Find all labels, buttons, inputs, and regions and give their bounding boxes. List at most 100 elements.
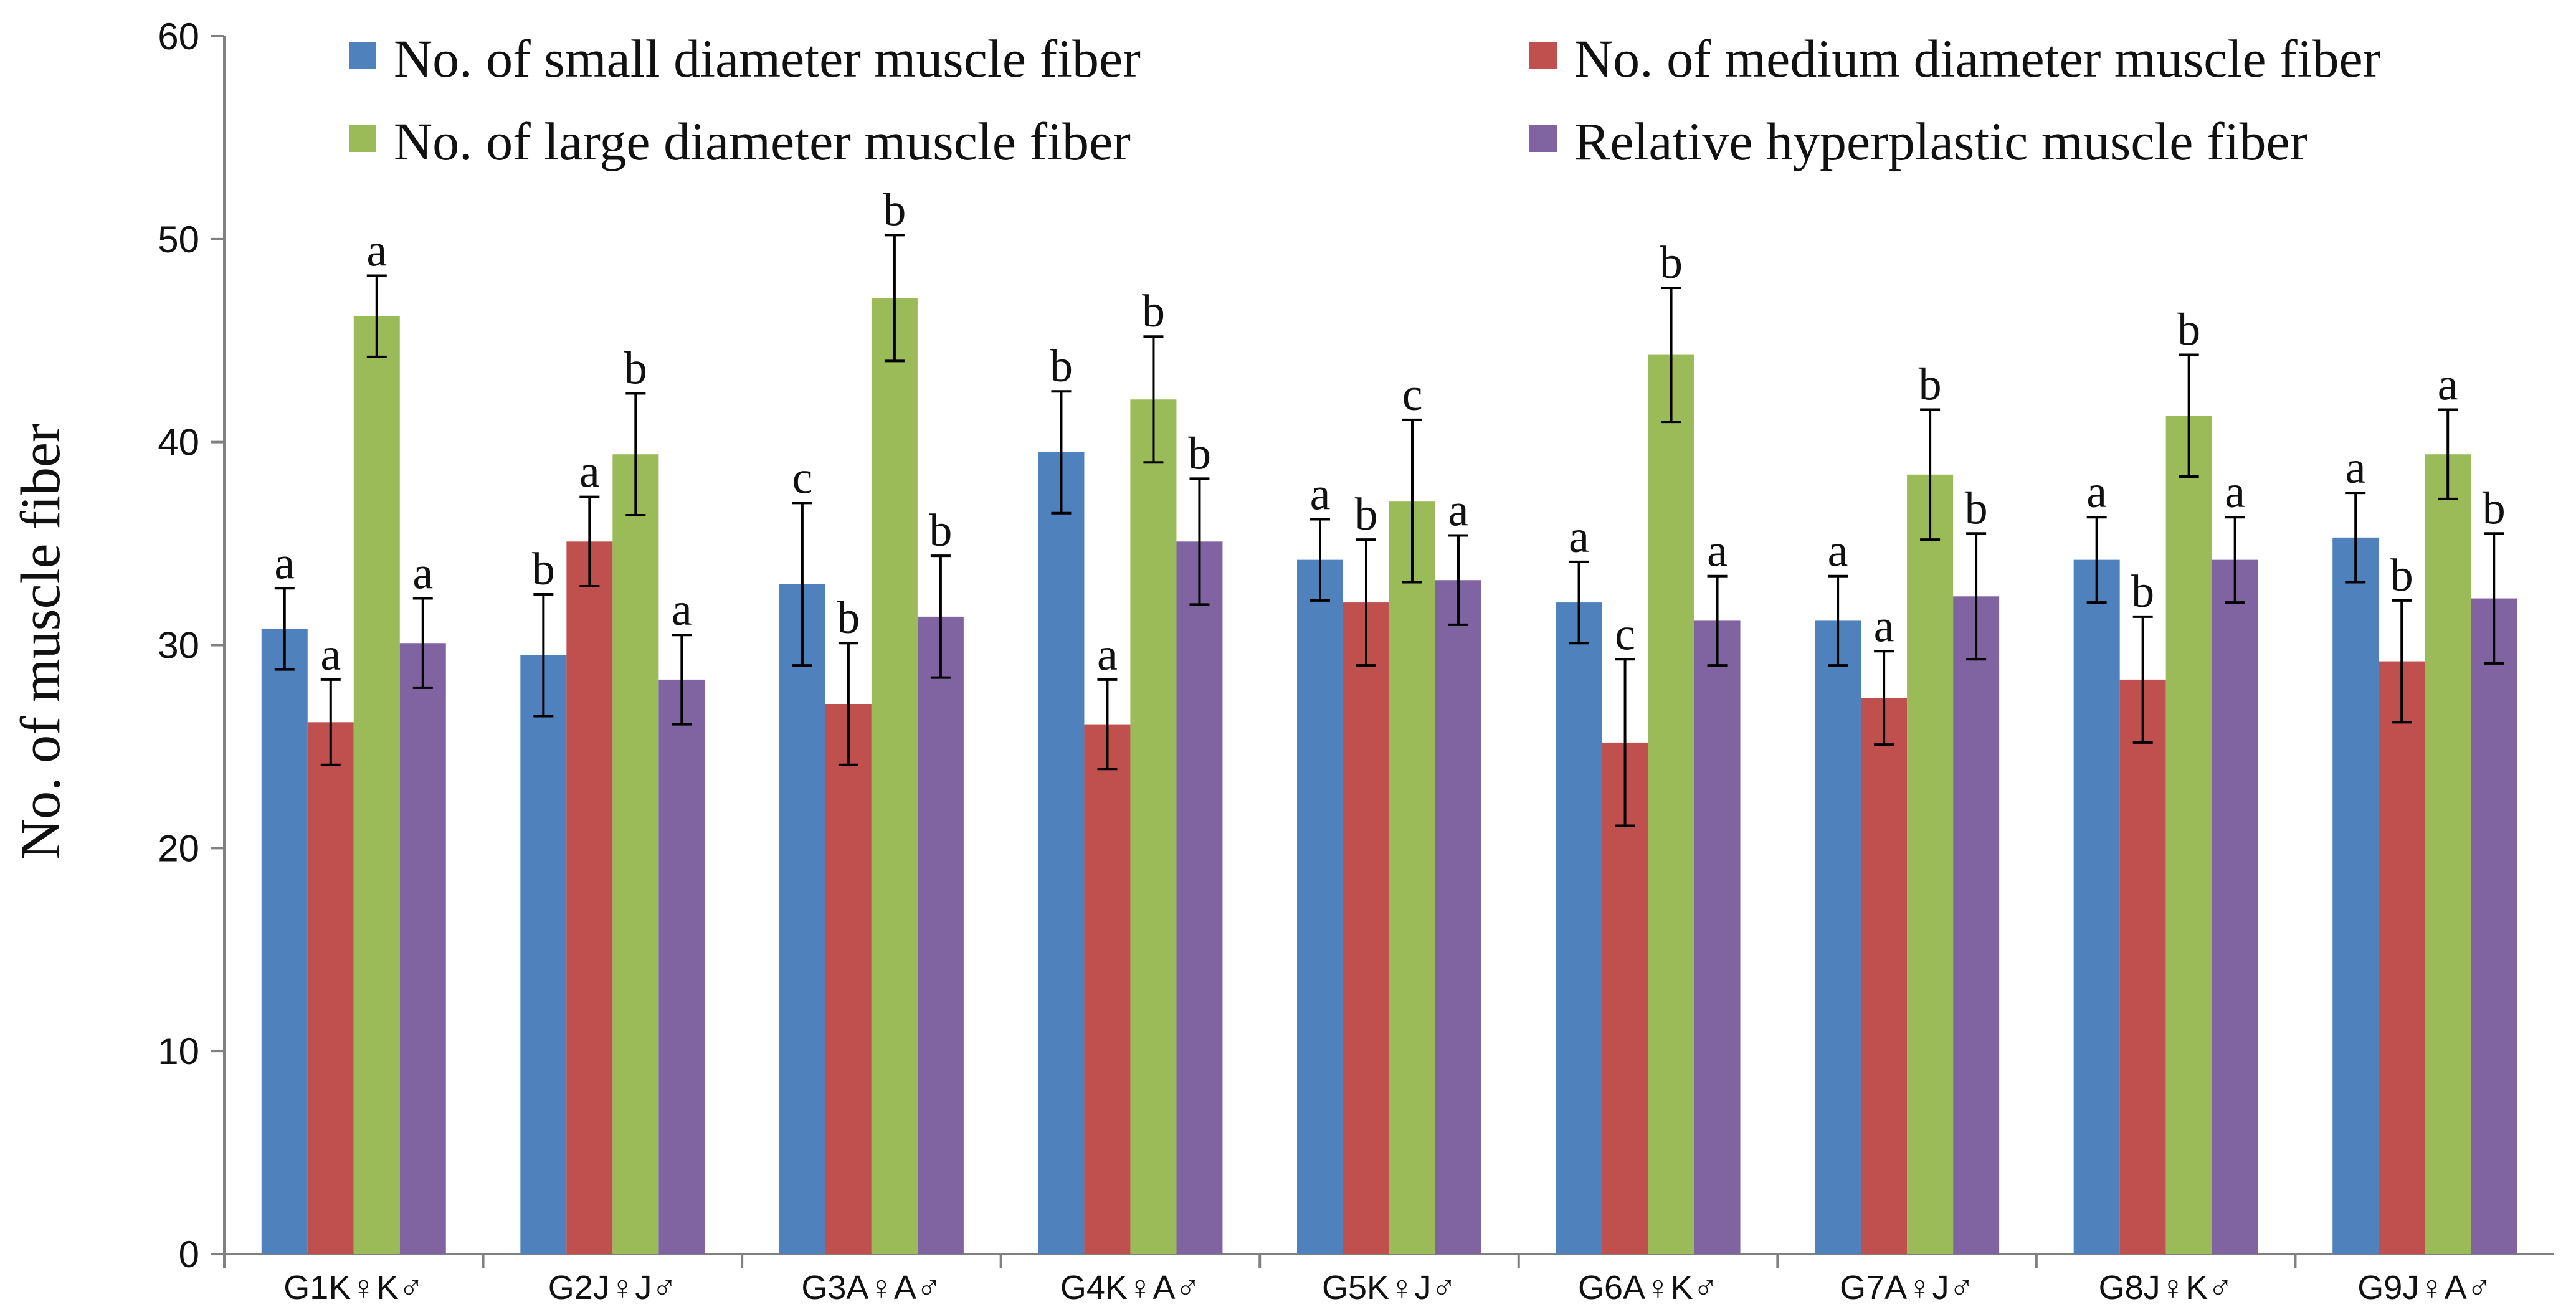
x-tick-label: G1K♀K♂ (283, 1269, 424, 1306)
significance-label: b (1965, 483, 1988, 534)
significance-label: b (2483, 483, 2506, 534)
significance-label: b (2390, 550, 2413, 601)
significance-label: b (883, 184, 906, 235)
y-tick-label: 50 (158, 219, 199, 260)
bar (1694, 620, 1741, 1254)
bar (2073, 559, 2120, 1254)
significance-label: a (1097, 629, 1118, 680)
significance-label: c (1402, 369, 1423, 421)
significance-label: a (366, 225, 387, 276)
significance-label: a (1707, 526, 1728, 577)
legend-swatch (1529, 125, 1557, 152)
x-tick-label: G6A♀K♂ (1578, 1269, 1718, 1306)
significance-label: a (1874, 601, 1894, 652)
y-tick-label: 10 (158, 1030, 199, 1072)
bar (1648, 354, 1694, 1254)
bar (1343, 602, 1389, 1255)
significance-label: b (1660, 237, 1683, 288)
significance-label: a (1828, 526, 1848, 577)
bar (825, 703, 872, 1254)
significance-label: b (1919, 359, 1942, 411)
bars (261, 298, 2517, 1255)
bar (2379, 661, 2425, 1254)
bar (2425, 454, 2471, 1254)
bar (658, 679, 705, 1254)
significance-label: a (2225, 467, 2245, 518)
bar (2332, 537, 2379, 1254)
bar (1907, 474, 1954, 1254)
bar (399, 643, 446, 1254)
significance-label: b (837, 592, 860, 644)
significance-label: a (1569, 511, 1589, 563)
bar (1297, 559, 1343, 1254)
bar (261, 629, 308, 1254)
significance-label: c (792, 452, 812, 503)
legend-label: No. of medium diameter muscle fiber (1574, 29, 2380, 88)
x-tick-label: G2J♀J♂ (548, 1269, 677, 1306)
significance-label: a (274, 538, 295, 589)
error-bars (274, 234, 2504, 827)
bar (1176, 541, 1223, 1255)
significance-label: b (624, 343, 647, 394)
x-tick-label: G8J♀K♂ (2099, 1269, 2233, 1306)
significance-label: a (1448, 485, 1469, 536)
significance-label: b (2131, 566, 2154, 617)
bar (307, 722, 354, 1254)
x-tick-label: G5K♀J♂ (1322, 1269, 1457, 1306)
y-tick-label: 20 (158, 827, 199, 869)
bar (566, 541, 613, 1255)
significance-label: b (1355, 489, 1378, 540)
significance-label: b (532, 544, 555, 595)
significance-label: b (1050, 341, 1073, 392)
bar (779, 584, 825, 1254)
y-tick-label: 40 (158, 422, 199, 463)
bar (1038, 452, 1085, 1255)
significance-label: b (2177, 305, 2200, 356)
x-tick-label: G7A♀J♂ (1840, 1269, 1974, 1306)
legend-swatch (349, 42, 376, 69)
significance-label: b (929, 505, 952, 556)
bar (2212, 559, 2258, 1254)
bar (1389, 501, 1435, 1254)
bar (1861, 698, 1908, 1254)
bar (1435, 580, 1481, 1254)
x-tick-label: G9J♀A♂ (2357, 1269, 2492, 1306)
x-tick-label: G3A♀A♂ (801, 1269, 941, 1306)
bar (1815, 620, 1861, 1254)
significance-label: a (1310, 468, 1331, 520)
significance-label: a (412, 548, 433, 599)
significance-label: a (2438, 359, 2458, 411)
bar (2165, 416, 2212, 1254)
legend: No. of small diameter muscle fiber No. of… (349, 29, 2380, 171)
significance-label: a (579, 447, 600, 498)
legend-swatch (1529, 42, 1557, 69)
y-tick-label: 60 (158, 16, 199, 57)
bar (1084, 724, 1131, 1254)
bar (353, 316, 400, 1254)
significance-label: a (672, 584, 692, 635)
y-tick-label: 0 (179, 1234, 199, 1275)
legend-swatch (349, 125, 376, 152)
significance-label: a (2086, 467, 2107, 518)
bar (871, 298, 918, 1255)
bar (1953, 596, 2000, 1254)
significance-label: c (1615, 609, 1635, 660)
bar (612, 454, 659, 1254)
legend-label: Relative hyperplastic muscle fiber (1574, 112, 2307, 171)
y-tick-label: 30 (158, 625, 199, 667)
bar (520, 655, 567, 1254)
bar (2471, 598, 2517, 1254)
significance-label: b (1142, 286, 1165, 337)
bar (1602, 742, 1648, 1254)
significance-label: a (320, 629, 341, 680)
significance-label: b (1188, 428, 1211, 479)
legend-label: No. of small diameter muscle fiber (394, 29, 1141, 88)
legend-label: No. of large diameter muscle fiber (394, 112, 1131, 171)
significance-label: a (2345, 442, 2366, 493)
bar (1556, 602, 1602, 1255)
x-tick-label: G4K♀A♂ (1060, 1269, 1200, 1306)
bar (917, 616, 964, 1254)
